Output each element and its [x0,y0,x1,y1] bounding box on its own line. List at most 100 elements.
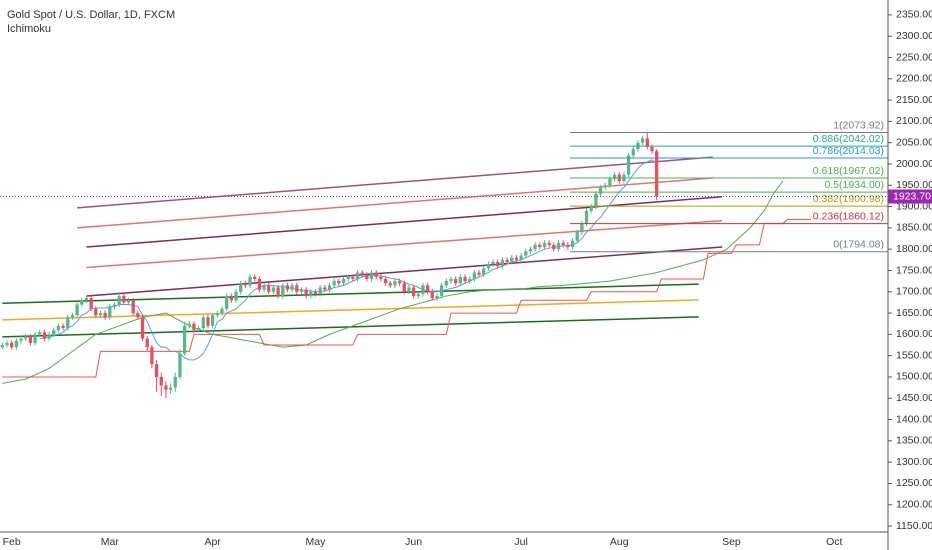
y-tick-label: 1950.00 [896,179,932,191]
candle-body [393,281,397,286]
candle-body [598,187,603,194]
candle-body [84,298,89,301]
y-tick-label: 1600.00 [896,328,932,340]
candle-body [528,249,533,252]
candle-body [463,276,467,282]
candle-body [556,242,561,250]
candle-body [206,317,210,326]
candle-body [477,272,481,275]
candle-body [42,332,47,339]
candle-body [383,278,388,284]
fib-label: 0.886(2042.02) [813,133,884,145]
candle-body [253,276,257,279]
x-tick-label: Feb [3,536,21,548]
x-tick-label: Sep [722,536,741,548]
candle-body [66,317,70,328]
candle-body [407,287,411,292]
candle-body [594,193,598,207]
candle-body [196,327,201,331]
fib-label: 0.618(1967.02) [813,165,884,177]
candle-body [112,304,117,307]
candle-body [10,342,14,348]
candle-body [192,323,196,331]
candle-body [313,291,318,294]
last-price-label: 1923.70 [893,190,931,202]
candle-body [426,285,430,292]
candle-body [640,138,645,143]
candle-body [650,146,654,152]
candle-body [24,336,28,339]
candle-body [430,291,434,299]
candle-body [0,345,4,348]
candle-body [98,313,103,316]
candle-body [173,376,177,388]
candle-body [89,298,93,309]
candle-body [103,313,107,318]
candle-body [201,317,205,328]
candle-body [33,334,37,343]
candle-body [491,261,495,265]
y-tick-label: 1350.00 [896,435,932,447]
candle-body [126,300,131,303]
candle-body [542,242,547,248]
candle-body [61,325,65,328]
candle-body [514,257,519,260]
candle-body [402,283,406,292]
candle-body [285,285,290,290]
candle-body [304,289,308,297]
candle-body [159,376,163,386]
candle-body [168,387,173,390]
candle-body [56,325,61,331]
candle-body [533,244,537,250]
candle-body [248,276,252,286]
candle-body [19,338,23,341]
candle-body [538,244,542,248]
candle-body [271,287,276,292]
candle-body [458,276,462,284]
y-tick-label: 2000.00 [896,158,932,170]
candle-body [38,332,42,335]
y-tick-label: 1700.00 [896,286,932,298]
y-tick-label: 2300.00 [896,30,932,42]
trendline [86,219,723,269]
x-tick-label: May [306,536,327,548]
candle-body [496,261,500,267]
candle-body [80,300,84,305]
candle-body [505,259,509,262]
candle-body [440,285,444,297]
candle-body [122,296,126,303]
candle-body [154,364,159,377]
candle-body [145,338,149,348]
candle-body [351,276,355,279]
candle-body [435,296,439,299]
candle-body [416,293,420,297]
candle-body [164,385,168,390]
candle-body [468,278,472,282]
y-tick-label: 2250.00 [896,51,932,63]
candle-body [281,285,285,297]
candle-body [369,272,374,279]
candle-body [295,285,299,292]
fib-label: 0.382(1900.98) [813,193,884,205]
trendline [2,299,699,321]
candle-body [580,223,584,233]
candle-body [510,257,514,262]
fib-label: 0.236(1860.12) [813,210,884,222]
candle-body [612,174,617,179]
candle-body [299,289,304,292]
y-tick-label: 1250.00 [896,477,932,489]
candle-body [360,272,364,275]
candle-body [500,259,505,267]
candle-body [449,278,453,282]
candle-body [454,278,458,284]
candle-body [309,291,313,297]
candle-body [346,276,350,279]
fib-label: 1(2073.92) [833,119,884,131]
x-tick-label: Aug [610,536,629,548]
y-tick-label: 2050.00 [896,136,932,148]
candle-body [178,353,182,377]
candle-body [444,281,448,286]
x-tick-label: Oct [826,536,842,548]
indicator-line [2,180,784,384]
